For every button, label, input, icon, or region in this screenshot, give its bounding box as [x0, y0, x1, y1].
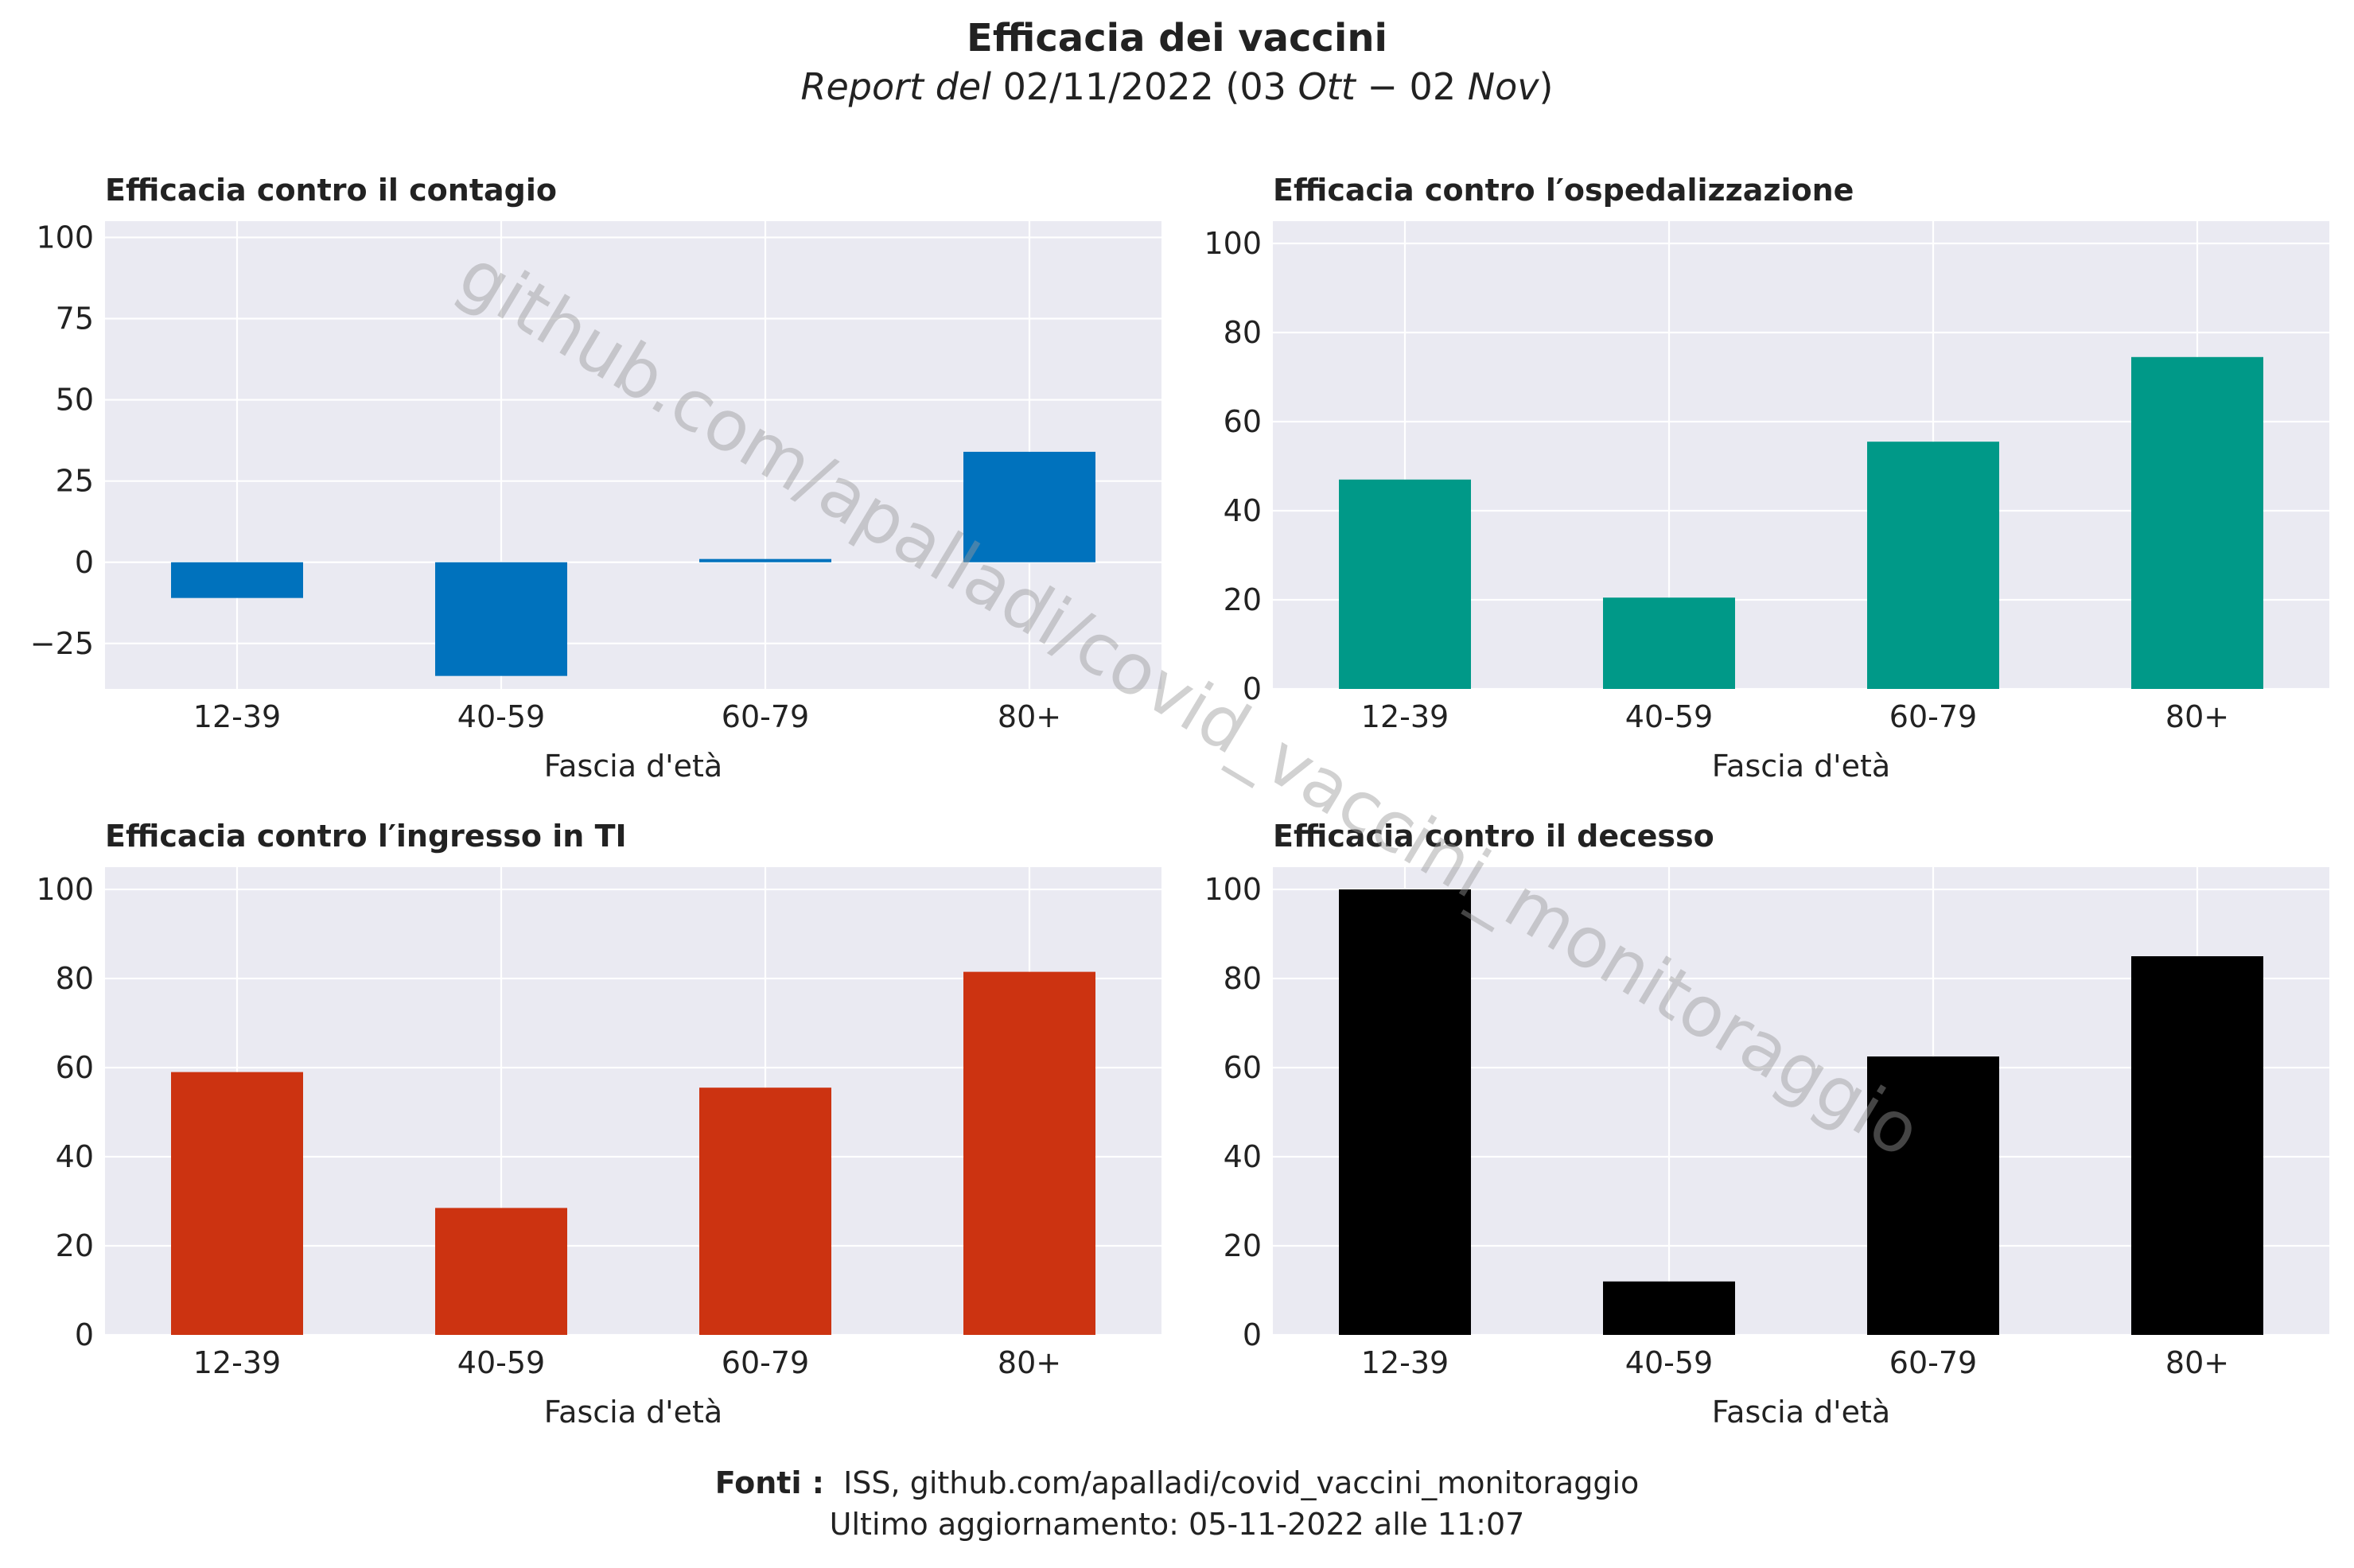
- bar-12-39: [171, 1072, 303, 1335]
- x-tick-label: 80+: [2165, 1345, 2229, 1380]
- y-tick-label: 100: [1204, 226, 1262, 261]
- y-tick-label: 0: [1243, 671, 1262, 706]
- footer: Fonti : ISS, github.com/apalladi/covid_v…: [0, 1462, 2354, 1545]
- y-tick-label: 0: [75, 545, 94, 580]
- bar-60-79: [699, 1087, 831, 1335]
- y-tick-label: 80: [1224, 315, 1262, 350]
- bar-12-39: [171, 562, 303, 598]
- bar-80+: [2131, 956, 2263, 1335]
- y-tick-label: 75: [56, 302, 94, 337]
- y-tick-label: −25: [30, 626, 94, 661]
- x-tick-label: 40-59: [1625, 699, 1713, 734]
- y-tick-label: 100: [1204, 872, 1262, 907]
- figure-title: Efficacia dei vaccini: [967, 16, 1387, 60]
- x-tick-label: 60-79: [722, 699, 809, 734]
- subtitle-separator: − 02: [1355, 65, 1468, 108]
- bar-40-59: [435, 562, 567, 676]
- panel-title: Efficacia contro l′ingresso in TI: [105, 819, 627, 854]
- x-tick-label: 40-59: [1625, 1345, 1713, 1380]
- subtitle-date: 02/11/2022 (03: [1002, 65, 1286, 108]
- x-tick-label: 80+: [998, 699, 1061, 734]
- panel-title: Efficacia contro l′ospedalizzazione: [1273, 173, 1854, 208]
- x-axis-label: Fascia d'età: [1712, 1395, 1890, 1430]
- x-tick-label: 60-79: [1889, 699, 1977, 734]
- x-tick-label: 12-39: [193, 1345, 281, 1380]
- footer-sources-label: Fonti :: [714, 1465, 824, 1500]
- chart-panel-2: 0 20 40 60 80 100 12-39 40-59 60-79 80+ Fascia d'e…: [1204, 173, 2329, 784]
- subtitle-close: ): [1539, 65, 1554, 108]
- y-tick-label: 40: [1224, 1139, 1262, 1174]
- x-tick-label: 60-79: [722, 1345, 809, 1380]
- y-tick-label: 100: [36, 872, 94, 907]
- y-tick-label: 60: [1224, 404, 1262, 439]
- footer-sources-text: ISS, github.com/apalladi/covid_vaccini_m…: [843, 1465, 1640, 1500]
- y-tick-label: 0: [1243, 1317, 1262, 1352]
- y-tick-label: 80: [1224, 961, 1262, 996]
- y-tick-label: 0: [75, 1317, 94, 1352]
- bar-80+: [963, 971, 1095, 1335]
- footer-updated: Ultimo aggiornamento: 05-11-2022 alle 11…: [829, 1507, 1525, 1542]
- figure-subtitle: Report del 02/11/2022 (03 Ott − 02 Nov): [0, 62, 2354, 111]
- y-tick-label: 80: [56, 961, 94, 996]
- x-tick-label: 40-59: [457, 699, 545, 734]
- bar-12-39: [1339, 479, 1471, 689]
- footer-sources: Fonti : ISS, github.com/apalladi/covid_v…: [0, 1462, 2354, 1504]
- x-axis-label: Fascia d'età: [544, 749, 722, 784]
- subtitle-prefix: Report del: [800, 65, 991, 108]
- x-tick-label: 80+: [2165, 699, 2229, 734]
- bar-80+: [963, 451, 1095, 562]
- bar-80+: [2131, 356, 2263, 689]
- x-tick-label: 60-79: [1889, 1345, 1977, 1380]
- y-tick-label: 25: [56, 464, 94, 499]
- bar-40-59: [435, 1208, 567, 1335]
- x-tick-label: 40-59: [457, 1345, 545, 1380]
- x-tick-label: 12-39: [193, 699, 281, 734]
- chart-panel-4: 0 20 40 60 80 100 12-39 40-59 60-79 80+ Fascia d'e…: [1204, 819, 2329, 1430]
- x-axis-label: Fascia d'età: [544, 1395, 722, 1430]
- figure-title-block: Efficacia dei vaccini Report del 02/11/2…: [0, 14, 2354, 111]
- y-tick-label: 20: [1224, 582, 1262, 617]
- x-tick-label: 12-39: [1361, 699, 1449, 734]
- y-tick-label: 60: [56, 1050, 94, 1085]
- x-tick-label: 80+: [998, 1345, 1061, 1380]
- bar-40-59: [1603, 597, 1735, 689]
- bar-60-79: [699, 558, 831, 562]
- y-tick-label: 40: [1224, 493, 1262, 528]
- bar-12-39: [1339, 889, 1471, 1335]
- y-tick-label: 20: [1224, 1228, 1262, 1263]
- bar-60-79: [1867, 1056, 1999, 1335]
- y-tick-label: 100: [36, 220, 94, 255]
- x-axis-label: Fascia d'età: [1712, 749, 1890, 784]
- chart-panel-1: −25 0 25 50 75 100 12-39 40-59 60-79 80+ Fascia d'…: [30, 173, 1161, 784]
- bar-40-59: [1603, 1281, 1735, 1335]
- y-tick-label: 60: [1224, 1050, 1262, 1085]
- panel-title: Efficacia contro il decesso: [1273, 819, 1714, 854]
- bar-60-79: [1867, 442, 1999, 689]
- x-tick-label: 12-39: [1361, 1345, 1449, 1380]
- y-tick-label: 40: [56, 1139, 94, 1174]
- subtitle-month-end: Nov: [1467, 65, 1539, 108]
- chart-panel-3: 0 20 40 60 80 100 12-39 40-59 60-79 80+ Fascia d'e…: [36, 819, 1161, 1430]
- y-tick-label: 20: [56, 1228, 94, 1263]
- y-tick-label: 50: [56, 383, 94, 418]
- panel-title: Efficacia contro il contagio: [105, 173, 557, 208]
- subtitle-month-start: Ott: [1298, 65, 1356, 108]
